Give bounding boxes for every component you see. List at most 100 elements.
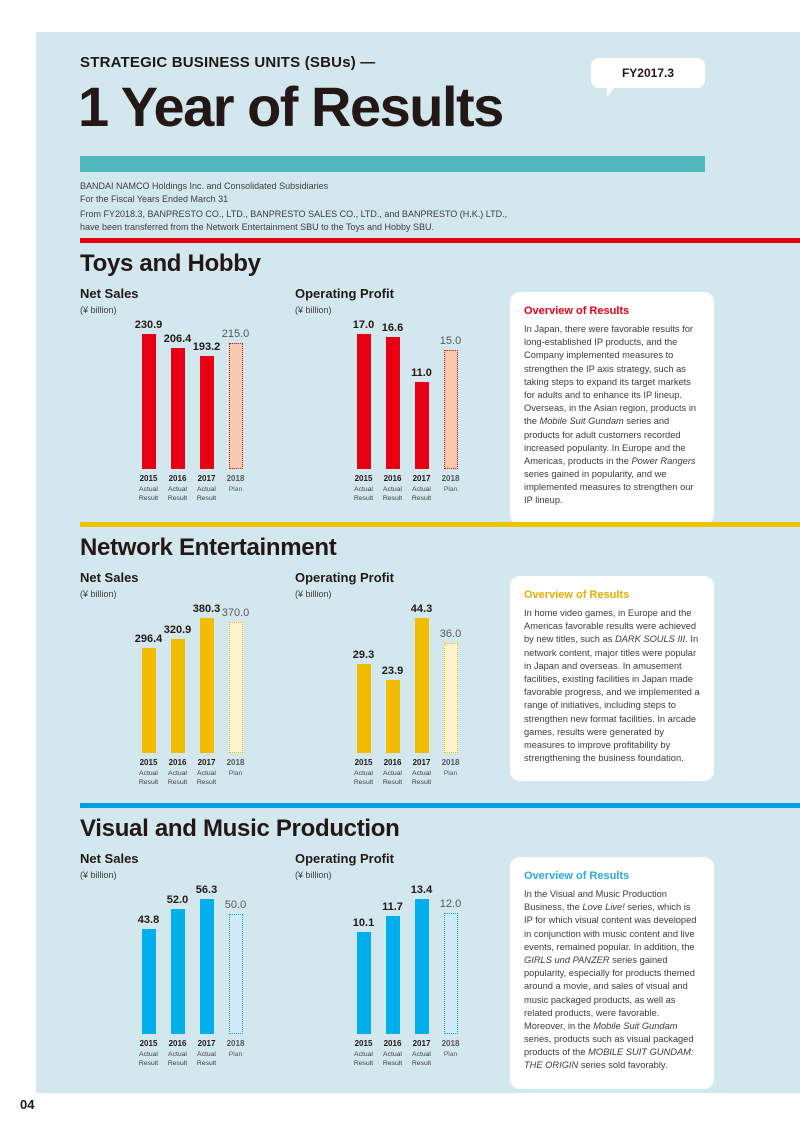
actual-bar [141, 334, 156, 469]
section-visual-and-music-production: Visual and Music Production Net Sales (¥… [36, 803, 800, 1089]
bar-value-label: 13.4 [410, 884, 433, 896]
actual-bar [385, 337, 400, 469]
x-axis-sublabel: Actual Result [411, 770, 432, 787]
bar-group: 380.3 [192, 603, 221, 753]
x-axis-sublabel: Actual Result [196, 770, 217, 787]
plan-bar [443, 643, 458, 753]
x-axis-year-label: 2016 [168, 1039, 187, 1048]
operating-profit-chart: Operating Profit (¥ billion) 17.0 16.6 11.… [295, 286, 510, 503]
overview-heading: Overview of Results [524, 870, 630, 882]
bar-value-label: 29.3 [352, 649, 375, 661]
bar-group: 11.7 [378, 901, 407, 1034]
overview-body: In Japan, there were favorable results f… [524, 324, 697, 506]
x-axis-sublabel: Actual Result [167, 1051, 188, 1068]
x-axis-year-label: 2018 [226, 1039, 245, 1048]
chart-x-axis: 2015 Actual Result 2016 Actual Result 2017 Ac… [349, 758, 510, 787]
bar-group: 230.9 [134, 319, 163, 469]
bar-value-label: 36.0 [439, 628, 462, 640]
bar-group: 17.0 [349, 319, 378, 469]
subtitle-line: BANDAI NAMCO Holdings Inc. and Consolida… [80, 181, 329, 191]
actual-bar [414, 899, 429, 1034]
x-axis-label: 2018 Plan [221, 474, 250, 503]
x-axis-year-label: 2016 [383, 474, 402, 483]
x-axis-label: 2016 Actual Result [378, 474, 407, 503]
x-axis-label: 2017 Actual Result [407, 474, 436, 503]
note-line: From FY2018.3, BANPRESTO CO., LTD., BANP… [80, 209, 508, 219]
section-divider [80, 522, 800, 527]
x-axis-sublabel: Actual Result [353, 770, 374, 787]
bar-value-label: 215.0 [221, 328, 250, 340]
chart-unit: (¥ billion) [295, 870, 332, 880]
x-axis-sublabel: Actual Result [167, 486, 188, 503]
x-axis-label: 2017 Actual Result [192, 474, 221, 503]
actual-bar [199, 899, 214, 1034]
chart-plot: 10.1 11.7 13.4 12.0 [349, 882, 510, 1034]
x-axis-sublabel: Plan [228, 770, 243, 777]
x-axis-label: 2015 Actual Result [134, 758, 163, 787]
bar-group: 23.9 [378, 665, 407, 753]
bar-group: 370.0 [221, 607, 250, 753]
chart-unit: (¥ billion) [295, 589, 332, 599]
bar-value-label: 43.8 [137, 914, 160, 926]
bar-group: 16.6 [378, 322, 407, 469]
x-axis-year-label: 2018 [226, 758, 245, 767]
actual-bar [385, 680, 400, 753]
x-axis-sublabel: Actual Result [196, 486, 217, 503]
x-axis-year-label: 2017 [197, 1039, 216, 1048]
x-axis-year-label: 2015 [139, 474, 158, 483]
x-axis-label: 2015 Actual Result [134, 474, 163, 503]
x-axis-sublabel: Actual Result [167, 770, 188, 787]
x-axis-label: 2017 Actual Result [407, 1039, 436, 1068]
chart-x-axis: 2015 Actual Result 2016 Actual Result 2017 Ac… [134, 1039, 295, 1068]
x-axis-sublabel: Actual Result [138, 770, 159, 787]
bar-value-label: 380.3 [192, 603, 221, 615]
chart-title: Net Sales [80, 286, 139, 301]
x-axis-label: 2016 Actual Result [378, 1039, 407, 1068]
overview-box: Overview of Results In the Visual and Mu… [510, 857, 714, 1089]
x-axis-year-label: 2017 [197, 758, 216, 767]
plan-bar [443, 350, 458, 469]
bar-value-label: 320.9 [163, 624, 192, 636]
bar-value-label: 23.9 [381, 665, 404, 677]
operating-profit-chart: Operating Profit (¥ billion) 29.3 23.9 44.… [295, 570, 510, 787]
actual-bar [385, 916, 400, 1034]
x-axis-sublabel: Actual Result [353, 486, 374, 503]
x-axis-label: 2018 Plan [436, 758, 465, 787]
bar-value-label: 11.0 [411, 367, 432, 379]
x-axis-year-label: 2016 [168, 474, 187, 483]
chart-title: Operating Profit [295, 851, 394, 866]
bar-value-label: 10.1 [352, 917, 375, 929]
bar-group: 43.8 [134, 914, 163, 1034]
x-axis-year-label: 2015 [354, 1039, 373, 1048]
section-row: Net Sales (¥ billion) 43.8 52.0 56.3 50.0 2… [36, 851, 800, 1089]
bar-group: 29.3 [349, 649, 378, 753]
bar-value-label: 11.7 [382, 901, 403, 913]
section-divider [80, 803, 800, 808]
actual-bar [414, 382, 429, 469]
section-row: Net Sales (¥ billion) 230.9 206.4 193.2 215… [36, 286, 800, 524]
bar-value-label: 52.0 [166, 894, 189, 906]
bar-group: 11.0 [407, 367, 436, 469]
x-axis-sublabel: Plan [228, 1051, 243, 1058]
chart-plot: 17.0 16.6 11.0 15.0 [349, 317, 510, 469]
overview-heading: Overview of Results [524, 589, 630, 601]
actual-bar [170, 909, 185, 1034]
x-axis-label: 2017 Actual Result [192, 758, 221, 787]
transfer-note: From FY2018.3, BANPRESTO CO., LTD., BANP… [80, 208, 507, 234]
bar-group: 50.0 [221, 899, 250, 1034]
bar-group: 206.4 [163, 333, 192, 469]
bar-value-label: 230.9 [134, 319, 163, 331]
subtitle-line: For the Fiscal Years Ended March 31 [80, 194, 229, 205]
x-axis-year-label: 2018 [441, 758, 460, 767]
actual-bar [199, 356, 214, 469]
x-axis-year-label: 2016 [168, 758, 187, 767]
x-axis-label: 2018 Plan [436, 474, 465, 503]
x-axis-sublabel: Plan [443, 1051, 458, 1058]
x-axis-year-label: 2016 [383, 758, 402, 767]
section-title: Visual and Music Production [80, 815, 400, 842]
chart-unit: (¥ billion) [80, 870, 117, 880]
chart-plot: 230.9 206.4 193.2 215.0 [134, 317, 295, 469]
x-axis-label: 2017 Actual Result [407, 758, 436, 787]
bar-group: 12.0 [436, 898, 465, 1034]
actual-bar [356, 932, 371, 1034]
